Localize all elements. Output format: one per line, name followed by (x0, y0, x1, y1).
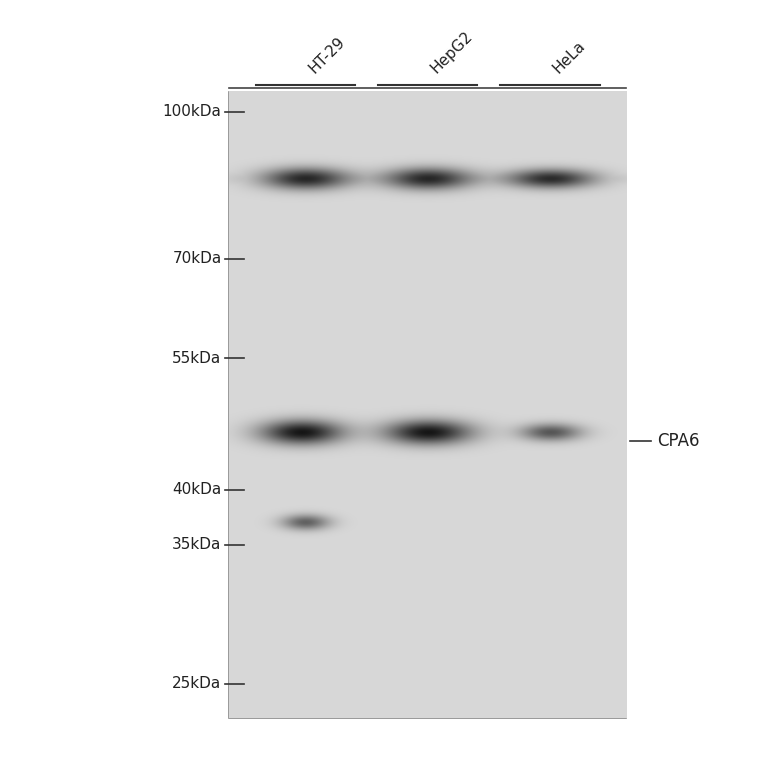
Text: 25kDa: 25kDa (173, 676, 222, 691)
Text: 40kDa: 40kDa (173, 482, 222, 497)
Text: HT-29: HT-29 (306, 34, 348, 76)
Text: HeLa: HeLa (550, 38, 588, 76)
Text: 100kDa: 100kDa (163, 105, 222, 119)
Text: 35kDa: 35kDa (172, 537, 222, 552)
Text: CPA6: CPA6 (657, 432, 700, 450)
Text: HepG2: HepG2 (428, 29, 475, 76)
Text: 55kDa: 55kDa (173, 351, 222, 366)
Text: 70kDa: 70kDa (173, 251, 222, 267)
FancyBboxPatch shape (229, 92, 626, 718)
